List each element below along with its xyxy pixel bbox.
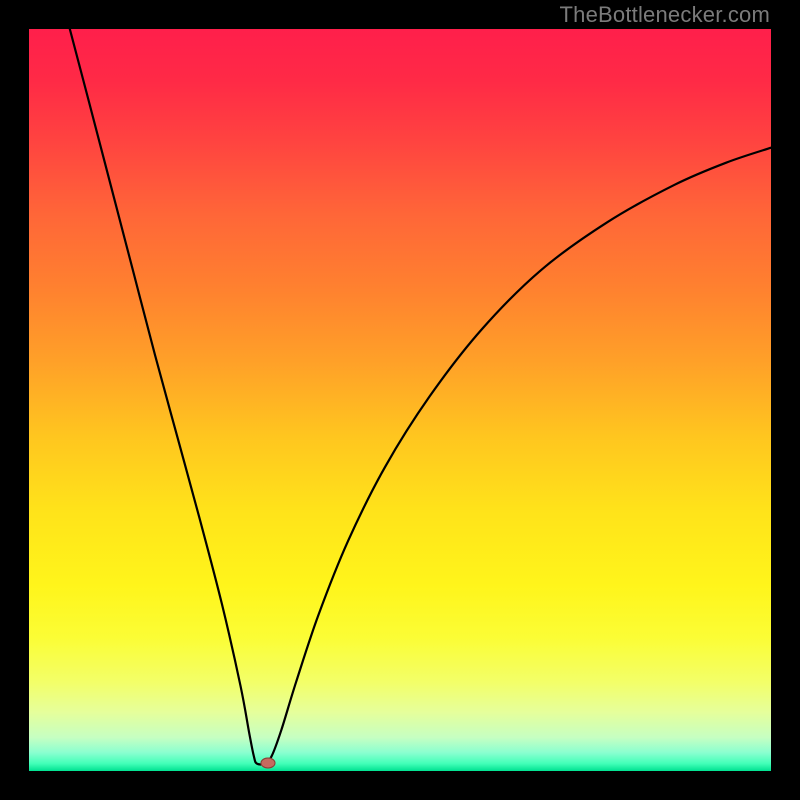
stage: TheBottlenecker.com — [0, 0, 800, 800]
plot-area — [29, 29, 771, 771]
optimum-marker — [260, 757, 275, 768]
plot-frame — [29, 29, 771, 771]
bottleneck-curve — [29, 29, 771, 771]
watermark-text: TheBottlenecker.com — [560, 2, 770, 28]
